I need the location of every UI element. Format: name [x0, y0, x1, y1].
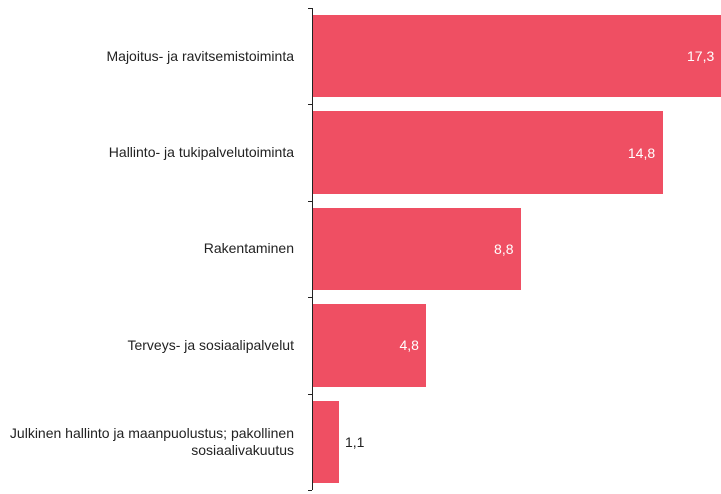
- value-label: 8,8: [494, 241, 514, 257]
- value-label: 14,8: [627, 144, 656, 161]
- value-label: 4,8: [399, 337, 419, 354]
- value-label: 1,1: [345, 433, 365, 450]
- value-label: 17,3: [687, 48, 715, 65]
- axis-tick: [308, 200, 312, 202]
- category-label: Terveys- ja sosiaalipalvelut: [127, 336, 294, 353]
- bar: [313, 111, 663, 194]
- bar: [313, 400, 339, 483]
- bar: [313, 304, 427, 387]
- category-label: Majoitus- ja ravitsemistoiminta: [106, 47, 295, 64]
- category-label: Hallinto- ja tukipalvelutoiminta: [108, 144, 294, 161]
- axis-tick: [308, 490, 312, 491]
- axis-tick: [308, 297, 312, 299]
- axis-tick: [308, 393, 312, 395]
- axis-line: [312, 8, 313, 490]
- category-label: Julkinen hallinto ja maanpuolustus; pako…: [9, 424, 294, 458]
- category-label: Rakentaminen: [203, 240, 294, 257]
- axis-tick: [308, 104, 312, 106]
- axis-tick: [308, 8, 312, 9]
- bar: [313, 15, 721, 98]
- bar: [313, 207, 522, 291]
